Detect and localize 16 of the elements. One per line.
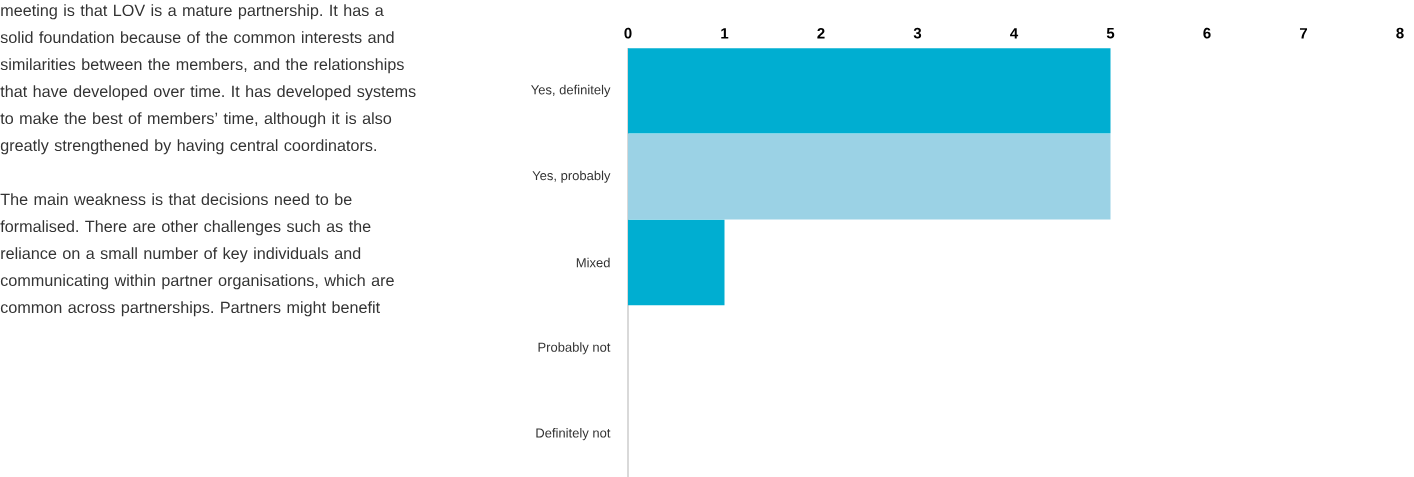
y-tick-label: Definitely not	[536, 428, 611, 441]
x-tick-label: 7	[1299, 28, 1308, 39]
y-tick-label: Mixed	[576, 257, 610, 268]
y-tick-label: Probably not	[538, 342, 611, 355]
x-tick-label: 2	[817, 28, 825, 39]
x-tick-label: 0	[624, 27, 632, 39]
x-tick-label: 8	[1396, 27, 1404, 39]
text: meeting is that LOV is a mature partnership. It has a solid foundation because of the common interests and similarities between the members, and the relationships that have developed over time. It has developed systems to make the best of members’ time, although it is also greatly strengthened by having central coordinators.	[0, 4, 416, 155]
x-tick-label: 6	[1203, 27, 1211, 39]
x-tick-label: 4	[1010, 28, 1019, 39]
x-tick-label: 1	[721, 28, 729, 39]
y-tick-label: Yes, probably	[532, 170, 611, 183]
x-tick-label: 5	[1106, 28, 1115, 39]
y-tick-label: Yes, definitely	[531, 84, 611, 97]
x-tick-label: 3	[913, 27, 922, 39]
text: The main weakness is that decisions need to be formalised. There are other challenges such as the reliance on a small number of key individuals and communicating within partner organisations, which are common across partnerships. Partners might benefit	[0, 193, 394, 317]
